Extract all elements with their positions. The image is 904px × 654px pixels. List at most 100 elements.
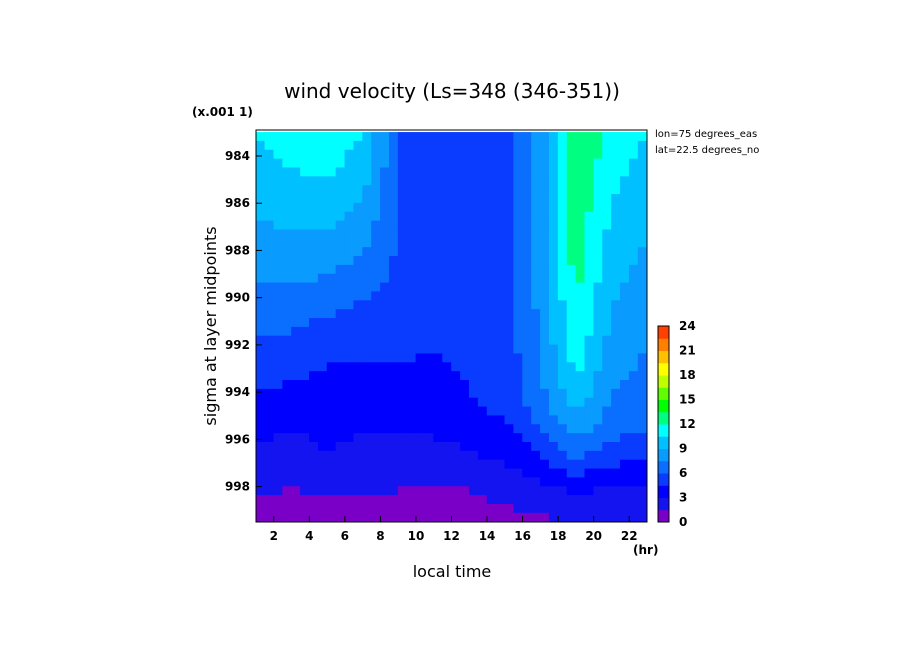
heatmap-cell [291,344,301,355]
heatmap-cell [317,353,328,363]
heatmap-cell [593,256,603,266]
heatmap-cell [451,459,461,470]
heatmap-cell [273,495,283,505]
heatmap-cell [415,450,426,461]
heatmap-cell [451,149,461,160]
heatmap-cell [593,486,603,496]
heatmap-cell [584,477,594,487]
heatmap-cell [282,194,292,204]
heatmap-cell [326,362,337,372]
heatmap-cell [326,211,337,222]
x-tick-label: 10 [408,529,425,543]
heatmap-cell [495,149,506,160]
heatmap-cell [317,273,328,284]
heatmap-cell [522,388,532,399]
heatmap-cell [309,229,319,239]
heatmap-cell [397,229,408,239]
heatmap-cell [451,229,461,239]
heatmap-cell [326,397,337,408]
heatmap-cell [442,291,452,301]
heatmap-cell [380,194,390,204]
heatmap-cell [300,433,310,443]
heatmap-cell [593,397,603,408]
heatmap-cell [380,459,390,470]
heatmap-cell [477,495,488,505]
heatmap-cell [620,149,630,160]
heatmap-cell [406,433,417,443]
heatmap-cell [380,300,390,310]
heatmap-cell [371,326,381,337]
heatmap-cell [397,433,408,443]
heatmap-cell [397,450,408,461]
heatmap-cell [611,273,621,284]
heatmap-cell [637,344,647,355]
heatmap-cell [602,371,612,381]
heatmap-cell [406,140,417,151]
heatmap-cell [513,486,523,496]
heatmap-cell [522,247,532,257]
heatmap-cell [557,158,568,169]
heatmap-cell [477,132,488,142]
heatmap-cell [504,415,515,425]
heatmap-cell [406,229,417,239]
heatmap-cell [495,353,506,363]
heatmap-cell [495,503,506,514]
heatmap-cell [611,211,621,222]
heatmap-cell [353,388,363,399]
heatmap-cell [415,433,426,443]
heatmap-cell [256,397,266,408]
heatmap-cell [468,229,479,239]
heatmap-cell [513,238,523,248]
heatmap-cell [584,486,594,496]
heatmap-cell [637,309,647,319]
heatmap-cell [584,149,594,160]
heatmap-cell [256,486,266,496]
heatmap-cell [406,256,417,266]
x-tick-label: 22 [621,529,638,543]
colorbar-frame [657,325,670,523]
heatmap-cell [451,318,461,328]
heatmap-cell [495,273,506,284]
heatmap-cell [415,256,426,266]
heatmap-cell [575,495,586,505]
heatmap-cell [540,291,550,301]
heatmap-cell [548,468,559,479]
heatmap-cell [282,247,292,257]
heatmap-cell [406,318,417,328]
heatmap-cell [264,238,275,248]
heatmap-cell [540,344,550,355]
heatmap-cell [362,132,372,142]
heatmap-cell [326,247,337,257]
heatmap-cell [326,450,337,461]
heatmap-cell [317,424,328,434]
heatmap-cell [317,256,328,266]
heatmap-cell [611,512,621,522]
heatmap-cell [628,406,639,417]
heatmap-cell [468,353,479,363]
heatmap-cell [424,468,435,479]
heatmap-cell [256,468,266,479]
heatmap-cell [628,211,639,222]
heatmap-cell [256,433,266,443]
heatmap-cell [388,415,399,425]
heatmap-cell [371,176,381,186]
heatmap-cell [495,300,506,310]
heatmap-cell [326,353,337,363]
heatmap-cell [326,344,337,355]
heatmap-cell [531,220,541,231]
heatmap-cell [522,140,532,151]
heatmap-cell [460,362,470,372]
heatmap-cell [477,273,488,284]
heatmap-cell [620,397,630,408]
heatmap-cell [628,353,639,363]
heatmap-cell [584,388,594,399]
heatmap-cell [317,344,328,355]
heatmap-cell [637,291,647,301]
heatmap-cell [282,140,292,151]
heatmap-cell [611,406,621,417]
heatmap-cell [335,194,346,204]
heatmap-cell [575,477,586,487]
heatmap-cell [584,140,594,151]
heatmap-cell [397,486,408,496]
heatmap-cell [477,194,488,204]
